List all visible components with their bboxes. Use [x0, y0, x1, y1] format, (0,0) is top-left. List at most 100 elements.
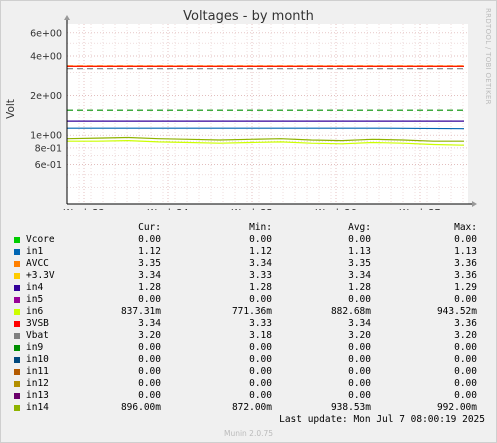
legend-avg: 3.34 [348, 318, 371, 329]
legend-cur: 3.34 [138, 270, 161, 281]
y-tick-label: 4e+00 [30, 51, 62, 62]
legend-min: 3.34 [249, 258, 272, 269]
legend-header-row: Cur: Min: Avg: Max: [12, 222, 487, 234]
legend-cur: 3.20 [138, 330, 161, 341]
legend-max: 3.36 [454, 258, 477, 269]
legend-cur: 0.00 [138, 354, 161, 365]
legend-swatch [14, 357, 20, 363]
legend-row: in6 837.31m 771.36m 882.68m 943.52m [12, 306, 487, 318]
legend-cur: 3.35 [138, 258, 161, 269]
legend-series-name: in4 [26, 282, 44, 293]
legend-max: 1.13 [454, 246, 477, 257]
legend-table: Cur: Min: Avg: Max: Vcore 0.00 0.00 0.00 0.0… [12, 222, 487, 414]
legend-min: 0.00 [249, 354, 272, 365]
graph-title: Voltages - by month [183, 9, 314, 24]
legend-max: 0.00 [454, 366, 477, 377]
legend-series-name: Vbat [26, 330, 49, 341]
legend-cur: 0.00 [138, 234, 161, 245]
legend-swatch [14, 333, 20, 339]
legend-swatch [14, 393, 20, 399]
legend-series-name: in6 [26, 306, 44, 317]
legend-row: Vbat 3.20 3.18 3.20 3.20 [12, 330, 487, 342]
x-axis-arrow [472, 201, 477, 207]
munin-version: Munin 2.0.75 [223, 429, 274, 438]
legend-swatch [14, 285, 20, 291]
legend-row: in13 0.00 0.00 0.00 0.00 [12, 390, 487, 402]
y-tick-label: 8e-01 [35, 143, 62, 154]
legend-row: in12 0.00 0.00 0.00 0.00 [12, 378, 487, 390]
legend-swatch [14, 381, 20, 387]
legend-cur: 896.00m [120, 402, 161, 413]
last-update: Last update: Mon Jul 7 08:00:19 2025 [279, 414, 485, 425]
legend-avg: 0.00 [348, 378, 371, 389]
legend-avg: 3.34 [348, 270, 371, 281]
legend-series-name: 3VSB [26, 318, 49, 329]
legend-swatch [14, 405, 20, 411]
legend-cur: 0.00 [138, 366, 161, 377]
legend-series-name: AVCC [26, 258, 49, 269]
legend-swatch [14, 261, 20, 267]
legend-swatch [14, 345, 20, 351]
legend-min: 3.33 [249, 318, 272, 329]
legend-avg: 0.00 [348, 234, 371, 245]
legend-max: 0.00 [454, 390, 477, 401]
legend-cur: 0.00 [138, 390, 161, 401]
legend-avg: 1.13 [348, 246, 371, 257]
legend-row: in5 0.00 0.00 0.00 0.00 [12, 294, 487, 306]
legend-row: 3VSB 3.34 3.33 3.34 3.36 [12, 318, 487, 330]
legend-avg: 3.35 [348, 258, 371, 269]
legend-row: in4 1.28 1.28 1.28 1.29 [12, 282, 487, 294]
legend-row: in1 1.12 1.12 1.13 1.13 [12, 246, 487, 258]
rrdtool-credit: RRDTOOL / TOBI OETIKER [484, 8, 492, 105]
x-tick-label: Week 26 [315, 208, 356, 210]
legend-series-name: in11 [26, 366, 49, 377]
y-axis-arrow [64, 15, 70, 20]
legend-header-avg: Avg: [348, 222, 371, 233]
legend-row: Vcore 0.00 0.00 0.00 0.00 [12, 234, 487, 246]
legend-max: 0.00 [454, 342, 477, 353]
legend-swatch [14, 309, 20, 315]
legend-series-name: in13 [26, 390, 49, 401]
legend-cur: 1.12 [138, 246, 161, 257]
legend-row: in10 0.00 0.00 0.00 0.00 [12, 354, 487, 366]
legend-max: 992.00m [436, 402, 477, 413]
legend-min: 0.00 [249, 366, 272, 377]
legend-series-name: +3.3V [26, 270, 55, 281]
legend-max: 1.29 [454, 282, 477, 293]
legend-min: 0.00 [249, 294, 272, 305]
legend-min: 3.33 [249, 270, 272, 281]
legend-min: 1.28 [249, 282, 272, 293]
legend-min: 0.00 [249, 234, 272, 245]
series-line-in14 [66, 136, 464, 142]
legend-row: in9 0.00 0.00 0.00 0.00 [12, 342, 487, 354]
legend-max: 3.20 [454, 330, 477, 341]
x-tick-label: Week 25 [231, 208, 272, 210]
legend-max: 0.00 [454, 234, 477, 245]
legend-avg: 0.00 [348, 342, 371, 353]
legend-cur: 3.34 [138, 318, 161, 329]
series-line-in1 [67, 127, 465, 130]
legend-min: 0.00 [249, 390, 272, 401]
legend-avg: 0.00 [348, 354, 371, 365]
legend-avg: 882.68m [330, 306, 371, 317]
legend-avg: 1.28 [348, 282, 371, 293]
x-tick-label: Week 23 [63, 208, 104, 210]
legend-swatch [14, 249, 20, 255]
legend-header-max: Max: [454, 222, 477, 233]
legend-row: in14 896.00m 872.00m 938.53m 992.00m [12, 402, 487, 414]
legend-max: 3.36 [454, 318, 477, 329]
legend-max: 0.00 [454, 294, 477, 305]
legend-cur: 0.00 [138, 294, 161, 305]
legend-max: 0.00 [454, 354, 477, 365]
legend-min: 872.00m [231, 402, 272, 413]
x-tick-label: Week 27 [399, 208, 440, 210]
legend-series-name: in5 [26, 294, 44, 305]
y-tick-label: 2e+00 [30, 91, 62, 102]
legend-swatch [14, 369, 20, 375]
legend-avg: 0.00 [348, 390, 371, 401]
legend-swatch [14, 273, 20, 279]
legend-header-min: Min: [249, 222, 272, 233]
legend-min: 771.36m [231, 306, 272, 317]
y-tick-label: 6e-01 [35, 160, 62, 171]
